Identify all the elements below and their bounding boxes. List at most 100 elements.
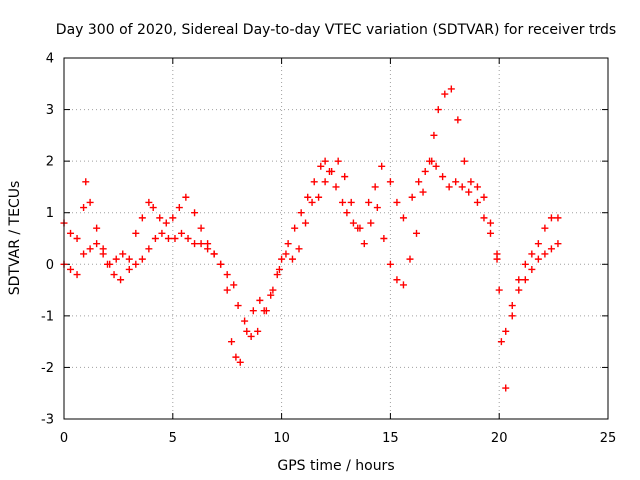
data-point bbox=[243, 327, 251, 335]
data-point bbox=[452, 178, 460, 186]
data-point bbox=[73, 235, 81, 242]
data-point bbox=[380, 235, 388, 242]
data-point bbox=[458, 183, 466, 191]
data-point bbox=[284, 240, 292, 248]
data-point bbox=[447, 85, 455, 93]
data-point bbox=[554, 240, 562, 248]
plot-frame bbox=[63, 57, 609, 420]
data-point bbox=[232, 353, 240, 361]
data-point bbox=[502, 384, 510, 392]
x-axis-label: GPS time / hours bbox=[277, 458, 394, 474]
data-point bbox=[230, 281, 238, 289]
data-point bbox=[125, 255, 133, 263]
y-tick-label: 4 bbox=[46, 52, 54, 67]
x-tick-label: 15 bbox=[382, 431, 399, 446]
data-point bbox=[393, 276, 401, 284]
data-point bbox=[269, 286, 277, 294]
data-point bbox=[228, 338, 236, 346]
grid-lines bbox=[64, 58, 608, 419]
data-point bbox=[291, 224, 299, 232]
data-point bbox=[541, 224, 549, 232]
x-tick-label: 5 bbox=[169, 431, 177, 446]
data-point bbox=[315, 193, 323, 201]
data-point bbox=[521, 276, 529, 284]
chart-title: Day 300 of 2020, Sidereal Day-to-day VTE… bbox=[56, 22, 616, 38]
data-point bbox=[508, 302, 516, 310]
data-point bbox=[339, 198, 347, 206]
data-point bbox=[430, 131, 438, 139]
data-point bbox=[334, 157, 342, 165]
data-point bbox=[515, 286, 523, 294]
y-tick-labels: -3 -2 -1 0 1 2 3 4 bbox=[41, 52, 54, 428]
data-points bbox=[60, 85, 562, 392]
data-point bbox=[308, 198, 316, 206]
data-point bbox=[432, 162, 440, 170]
data-point bbox=[149, 204, 157, 212]
data-point bbox=[262, 307, 270, 315]
data-point bbox=[406, 255, 414, 263]
data-point bbox=[480, 193, 488, 201]
data-point bbox=[502, 327, 510, 335]
data-point bbox=[547, 214, 555, 222]
data-point bbox=[73, 271, 81, 279]
data-point bbox=[93, 240, 101, 248]
x-tick-label: 10 bbox=[273, 431, 290, 446]
data-point bbox=[86, 198, 94, 206]
data-point bbox=[534, 255, 542, 263]
data-point bbox=[247, 332, 255, 340]
data-point bbox=[267, 291, 275, 299]
data-point bbox=[288, 255, 296, 263]
series-trace-a bbox=[60, 157, 562, 340]
data-point bbox=[282, 250, 290, 258]
data-point bbox=[138, 255, 146, 263]
data-point bbox=[454, 116, 462, 124]
y-tick-label: 3 bbox=[46, 103, 54, 118]
data-point bbox=[132, 229, 140, 237]
data-point bbox=[67, 229, 75, 237]
data-point bbox=[354, 224, 362, 232]
data-point bbox=[378, 162, 386, 170]
data-point bbox=[158, 229, 166, 237]
data-point bbox=[515, 276, 523, 284]
y-tick-label: -3 bbox=[41, 413, 54, 428]
data-point bbox=[297, 209, 305, 217]
data-point bbox=[434, 106, 442, 114]
data-point bbox=[365, 198, 373, 206]
data-point bbox=[191, 240, 199, 248]
data-point bbox=[110, 271, 118, 279]
data-point bbox=[119, 250, 127, 258]
x-tick-label: 0 bbox=[60, 431, 68, 446]
data-point bbox=[156, 214, 164, 222]
data-point bbox=[138, 214, 146, 222]
data-point bbox=[310, 178, 318, 186]
data-point bbox=[554, 214, 562, 222]
data-point bbox=[465, 188, 473, 196]
data-point bbox=[171, 235, 179, 242]
data-point bbox=[256, 296, 264, 304]
data-point bbox=[343, 209, 351, 217]
data-point bbox=[421, 167, 429, 175]
data-point bbox=[67, 265, 75, 273]
data-point bbox=[164, 235, 172, 242]
data-point bbox=[132, 260, 140, 268]
data-point bbox=[486, 229, 494, 237]
data-point bbox=[80, 250, 88, 258]
data-point bbox=[236, 358, 244, 366]
data-point bbox=[528, 265, 536, 273]
data-point bbox=[521, 260, 529, 268]
data-point bbox=[439, 173, 447, 181]
data-point bbox=[86, 245, 94, 253]
data-point bbox=[386, 178, 394, 186]
data-point bbox=[467, 178, 475, 186]
y-axis-label: SDTVAR / TECUs bbox=[7, 181, 23, 296]
data-point bbox=[473, 198, 481, 206]
data-point bbox=[273, 271, 281, 279]
data-point bbox=[93, 224, 101, 232]
data-point bbox=[125, 265, 133, 273]
y-tick-label: -2 bbox=[41, 361, 54, 376]
data-point bbox=[169, 214, 177, 222]
data-point bbox=[145, 245, 153, 253]
data-point bbox=[191, 209, 199, 217]
data-point bbox=[210, 250, 218, 258]
data-point bbox=[419, 188, 427, 196]
